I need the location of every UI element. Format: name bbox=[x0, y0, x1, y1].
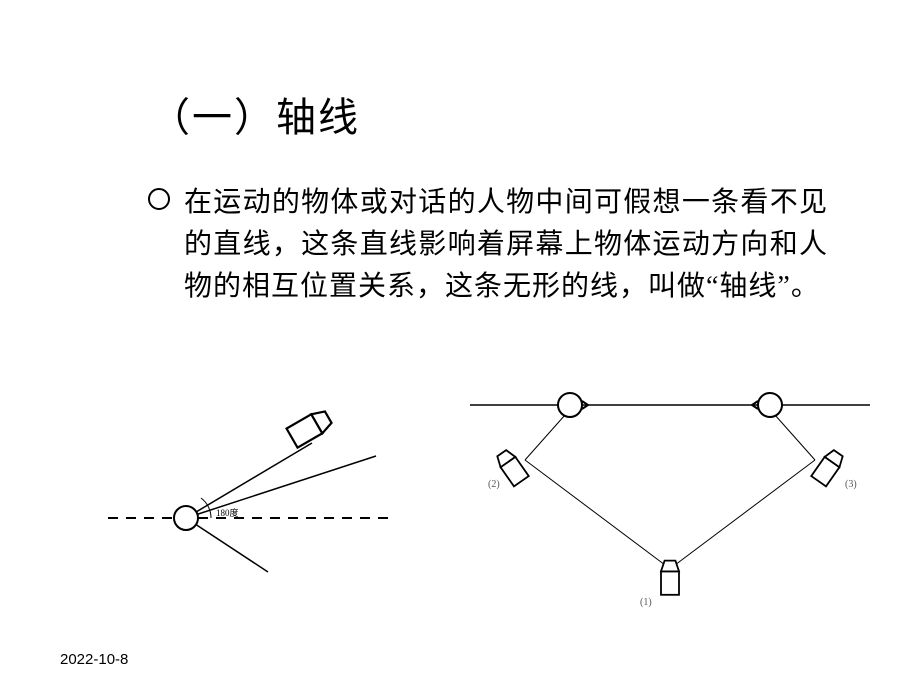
svg-text:(2): (2) bbox=[488, 479, 500, 490]
slide: { "title": "（一）轴线", "body": "在运动的物体或对话的人… bbox=[0, 0, 920, 690]
svg-text:(1): (1) bbox=[640, 597, 652, 608]
slide-title: （一）轴线 bbox=[150, 85, 360, 143]
slide-date: 2022-10-8 bbox=[60, 651, 128, 668]
svg-text:180度: 180度 bbox=[216, 507, 239, 518]
body-bullet: 在运动的物体或对话的人物中间可假想一条看不见的直线，这条直线影响着屏幕上物体运动… bbox=[148, 182, 828, 308]
body-text: 在运动的物体或对话的人物中间可假想一条看不见的直线，这条直线影响着屏幕上物体运动… bbox=[184, 182, 828, 308]
svg-text:(3): (3) bbox=[845, 479, 857, 490]
bullet-circle-icon bbox=[148, 188, 170, 210]
axis-three-camera-diagram: (2) (3) (1) bbox=[470, 370, 870, 620]
axis-single-camera-diagram: 180度 bbox=[108, 398, 388, 578]
